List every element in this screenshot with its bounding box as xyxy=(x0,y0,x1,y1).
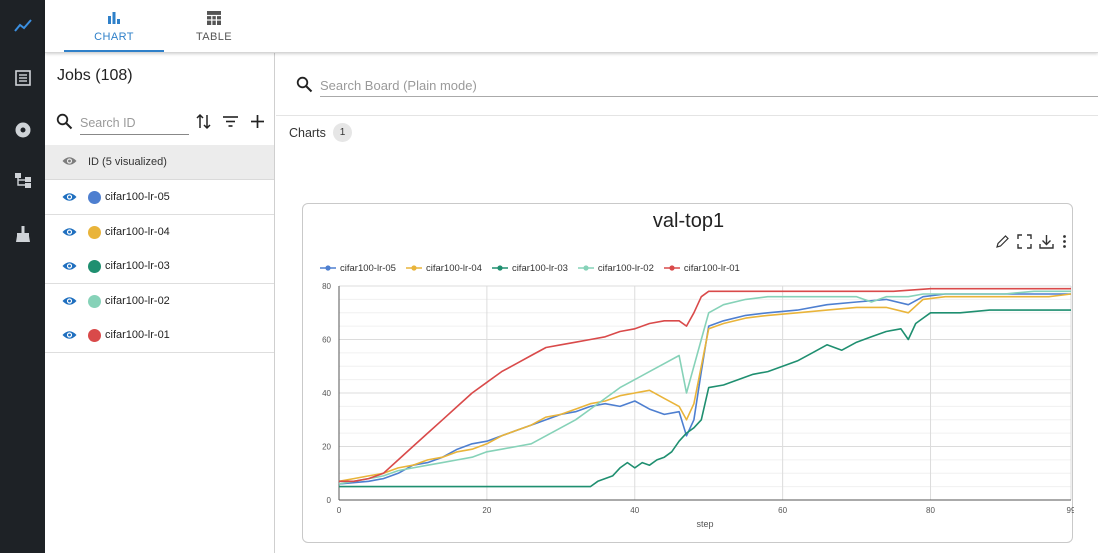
id-header-label: ID (5 visualized) xyxy=(88,156,167,168)
legend-swatch xyxy=(320,265,336,271)
legend-item-cifar100-lr-04[interactable]: cifar100-lr-04 xyxy=(405,262,482,274)
eye-icon[interactable] xyxy=(62,226,77,238)
board-search-input[interactable] xyxy=(320,75,1098,97)
eye-icon[interactable] xyxy=(62,295,77,307)
chart-legend: cifar100-lr-05 cifar100-lr-04 cifar100-lr-… xyxy=(320,261,750,275)
x-tick-label: 60 xyxy=(778,506,787,515)
active-tab-indicator xyxy=(64,50,164,52)
series-line-cifar100-lr-05 xyxy=(338,293,1071,485)
board-divider xyxy=(276,115,1098,116)
table-icon xyxy=(207,11,221,25)
job-label: cifar100-lr-02 xyxy=(105,294,170,307)
job-row-cifar100-lr-04[interactable]: cifar100-lr-04 xyxy=(45,214,274,250)
jobs-panel: Jobs (108) ID (5 visualized) xyxy=(45,53,275,553)
job-row-cifar100-lr-05[interactable]: cifar100-lr-05 xyxy=(45,180,274,215)
tab-table-label: TABLE xyxy=(195,31,233,43)
sort-icon[interactable] xyxy=(195,113,212,130)
legend-item-cifar100-lr-02[interactable]: cifar100-lr-02 xyxy=(577,262,654,274)
add-icon[interactable] xyxy=(249,113,266,130)
chart-plot[interactable]: 0 20 40 60 80 0 20 40 60 80 99 step xyxy=(303,274,1074,542)
job-row-cifar100-lr-02[interactable]: cifar100-lr-02 xyxy=(45,283,274,319)
bar-chart-icon xyxy=(108,12,120,24)
job-color-dot[interactable] xyxy=(88,294,101,308)
cleanup-icon xyxy=(15,226,30,242)
search-icon xyxy=(56,113,73,130)
rail-item-list[interactable] xyxy=(0,58,45,98)
download-icon[interactable] xyxy=(1039,234,1054,249)
job-row-cifar100-lr-01[interactable]: cifar100-lr-01 xyxy=(45,318,274,353)
main-board: Charts 1 val-top1 cifar100-lr-05cifar100… xyxy=(276,53,1098,553)
y-tick-label: 40 xyxy=(322,389,331,398)
rail-item-charts[interactable] xyxy=(0,6,45,46)
legend-swatch xyxy=(491,265,508,271)
tab-table[interactable]: TABLE xyxy=(164,0,264,53)
legend-label: cifar100-lr-02 xyxy=(597,262,654,274)
job-label: cifar100-lr-05 xyxy=(105,191,170,203)
job-label: cifar100-lr-03 xyxy=(105,260,170,272)
x-axis-label: step xyxy=(696,519,713,529)
left-rail xyxy=(0,0,45,553)
eye-icon[interactable] xyxy=(62,191,77,203)
job-label: cifar100-lr-01 xyxy=(105,329,170,341)
y-tick-label: 0 xyxy=(327,496,332,505)
more-vert-icon[interactable] xyxy=(1057,234,1072,249)
x-tick-label: 99 xyxy=(1067,506,1074,515)
chart-title: val-top1 xyxy=(652,210,725,232)
rail-item-disc[interactable] xyxy=(0,110,45,150)
series-line-cifar100-lr-03 xyxy=(339,309,1071,488)
job-label: cifar100-lr-04 xyxy=(105,225,170,238)
fullscreen-icon[interactable] xyxy=(1017,234,1032,249)
legend-label: cifar100-lr-05 xyxy=(340,262,396,274)
id-column-header[interactable]: ID (5 visualized) xyxy=(45,145,274,180)
x-tick-label: 40 xyxy=(630,506,639,515)
chart-card: val-top1 cifar100-lr-05 cifar100-lr-04 cif… xyxy=(302,203,1074,543)
tab-chart[interactable]: CHART xyxy=(64,0,164,53)
board-search-row xyxy=(294,73,1098,99)
legend-label: cifar100-lr-03 xyxy=(511,262,568,274)
eye-icon[interactable] xyxy=(62,155,77,167)
filter-icon[interactable] xyxy=(222,113,239,130)
legend-swatch xyxy=(663,265,680,271)
x-tick-label: 0 xyxy=(337,506,342,515)
jobs-title: Jobs (108) xyxy=(57,67,133,84)
eye-icon[interactable] xyxy=(62,260,77,272)
chart-line-icon xyxy=(13,19,32,32)
job-color-dot[interactable] xyxy=(88,225,101,239)
edit-icon[interactable] xyxy=(995,234,1010,249)
search-icon xyxy=(296,76,313,93)
legend-label: cifar100-lr-04 xyxy=(425,262,482,274)
rail-item-hierarchy[interactable] xyxy=(0,160,45,200)
charts-section-label[interactable]: Charts xyxy=(289,126,326,140)
y-tick-label: 80 xyxy=(322,282,331,291)
series-line-cifar100-lr-01 xyxy=(339,287,1071,483)
legend-item-cifar100-lr-01[interactable]: cifar100-lr-01 xyxy=(663,262,740,274)
legend-label: cifar100-lr-01 xyxy=(683,262,740,274)
job-row-cifar100-lr-03[interactable]: cifar100-lr-03 xyxy=(45,249,274,284)
x-tick-label: 80 xyxy=(926,506,935,515)
legend-item-cifar100-lr-03[interactable]: cifar100-lr-03 xyxy=(491,262,568,274)
legend-swatch xyxy=(577,265,594,271)
legend-item-cifar100-lr-05[interactable]: cifar100-lr-05 xyxy=(320,263,396,274)
series-line-cifar100-lr-04 xyxy=(338,293,1072,483)
charts-count-badge: 1 xyxy=(333,123,352,142)
job-color-dot[interactable] xyxy=(88,329,101,342)
list-icon xyxy=(14,70,31,86)
series-line-cifar100-lr-02 xyxy=(338,290,1071,485)
job-color-dot[interactable] xyxy=(88,260,101,273)
rail-item-cleanup[interactable] xyxy=(0,214,45,254)
eye-icon[interactable] xyxy=(62,329,77,341)
x-tick-label: 20 xyxy=(482,506,491,515)
hierarchy-icon xyxy=(14,173,31,188)
y-tick-label: 20 xyxy=(322,443,331,452)
tab-chart-label: CHART xyxy=(94,31,134,43)
top-tab-bar: CHART TABLE xyxy=(45,0,1098,53)
y-tick-label: 60 xyxy=(322,336,331,345)
job-search-input[interactable] xyxy=(80,111,189,135)
jobs-search-row xyxy=(45,108,275,138)
legend-swatch xyxy=(405,265,422,271)
job-color-dot[interactable] xyxy=(88,191,101,204)
disc-icon xyxy=(15,122,30,138)
